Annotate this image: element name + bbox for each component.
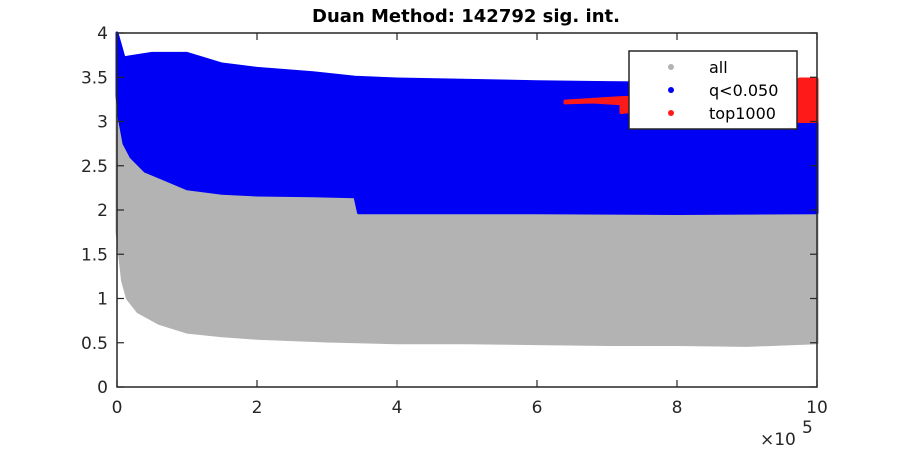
x-tick-label: 4 [392,398,403,418]
legend-box [628,50,798,130]
legend: all q<0.050 top1000 [628,50,798,130]
x-tick-label: 6 [532,398,543,418]
chart-title: Duan Method: 142792 sig. int. [312,6,620,27]
y-tick-label: 2 [97,201,108,221]
x-exponent-power: 5 [802,418,813,438]
y-tick-label: 3 [97,113,108,133]
y-tick-label: 0 [97,378,108,398]
x-tick-label: 8 [672,398,683,418]
x-tick-label: 2 [252,398,263,418]
y-tick-label: 1.5 [81,245,108,265]
y-tick-label: 2.5 [81,157,108,177]
legend-marker [668,87,674,93]
x-tick-label: 0 [112,398,123,418]
x-exponent-base: ×10 [760,430,796,450]
y-tick-label: 4 [97,24,108,44]
legend-marker [668,110,674,116]
x-axis-exponent: ×10 5 [760,418,813,450]
y-tick-label: 1 [97,290,108,310]
legend-label: top1000 [709,104,776,123]
legend-marker [668,64,674,70]
y-tick-label: 3.5 [81,68,108,88]
legend-label: q<0.050 [709,81,778,100]
axes: 0 2 4 6 8 10 0 0.5 1 1.5 2 2.5 3 3.5 4 [81,24,828,418]
y-tick-label: 0.5 [81,334,108,354]
x-tick-label: 10 [806,398,828,418]
legend-label: all [709,58,728,77]
series-region-q-0-050 [115,31,819,215]
